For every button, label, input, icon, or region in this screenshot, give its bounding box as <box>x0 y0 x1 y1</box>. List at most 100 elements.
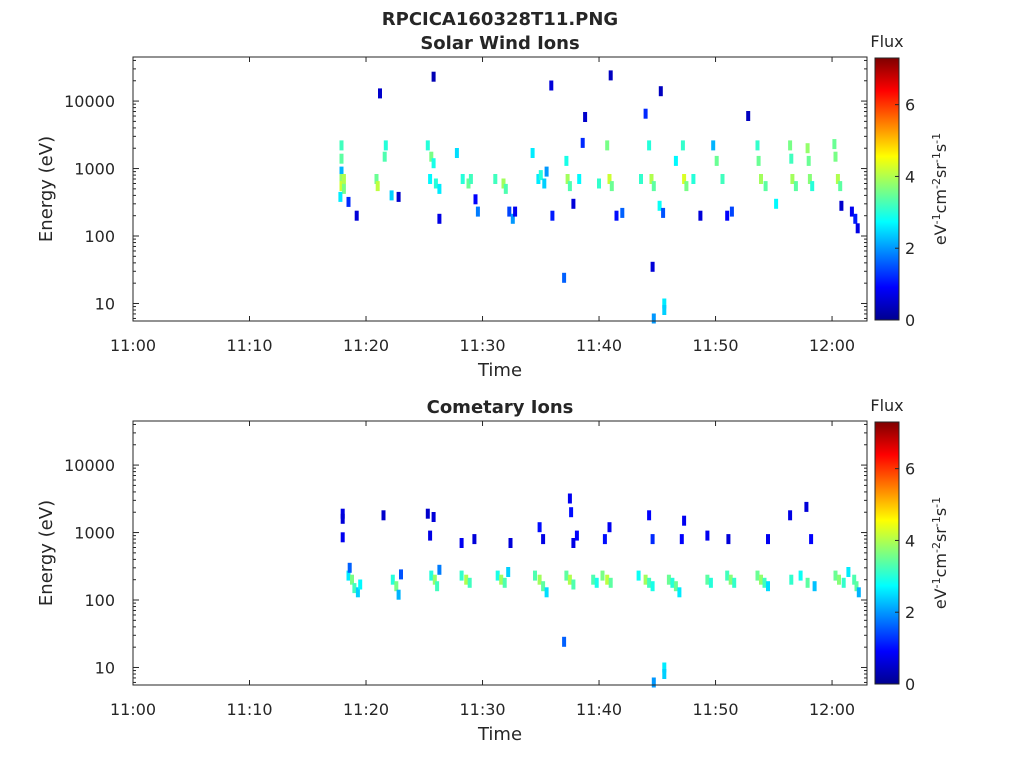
heatmap-cell <box>755 570 760 581</box>
heatmap-cell <box>608 577 613 588</box>
heatmap-cell <box>460 174 465 184</box>
heatmap-cell <box>508 538 513 548</box>
heatmap-cell <box>812 581 817 592</box>
heatmap-cell <box>849 206 854 217</box>
heatmap-cell <box>346 570 351 581</box>
figure-title: RPCICA160328T11.PNG <box>382 9 618 30</box>
heatmap-cell <box>856 587 861 598</box>
heatmap-cell <box>354 210 359 221</box>
heatmap-cell <box>673 155 678 166</box>
heatmap-cell <box>530 148 535 158</box>
heatmap-cell <box>431 71 436 82</box>
x-tick-label: 11:10 <box>226 336 272 355</box>
heatmap-cell <box>577 174 582 184</box>
heatmap-cell <box>502 577 507 588</box>
heatmap-cell <box>746 111 751 121</box>
heatmap-cell <box>580 137 585 148</box>
heatmap-cell <box>346 196 351 207</box>
heatmap-cell <box>375 181 380 192</box>
heatmap-cell <box>567 574 572 585</box>
heatmap-cell <box>347 562 352 573</box>
heatmap-cell <box>726 534 731 545</box>
heatmap-cell <box>583 112 588 122</box>
colorbar-title: Flux <box>870 32 903 51</box>
heatmap-cell <box>466 178 471 189</box>
y-tick-label: 1000 <box>74 524 115 543</box>
y-axis-label: Energy (eV) <box>36 500 57 606</box>
heatmap-cell <box>650 261 655 272</box>
heatmap-cell <box>846 567 851 577</box>
heatmap-cell <box>855 223 860 234</box>
heatmap-cell <box>651 313 656 324</box>
heatmap-cell <box>651 181 656 192</box>
heatmap-cell <box>673 581 678 592</box>
y-tick-label: 100 <box>84 227 115 246</box>
heatmap-cell <box>567 493 572 504</box>
heatmap-cell <box>510 213 515 224</box>
heatmap-cell <box>658 86 663 97</box>
heatmap-cell <box>597 178 601 189</box>
colorbar-unit: eV-1cm-2sr-1s-1 <box>930 497 950 609</box>
heatmap-cell <box>833 151 838 162</box>
heatmap-cell <box>647 140 652 151</box>
colorbar-title: Flux <box>870 396 903 415</box>
heatmap-cell <box>425 140 430 151</box>
heatmap-cell <box>507 206 512 217</box>
heatmap-cell <box>788 510 793 521</box>
panel-title: Cometary Ions <box>427 397 574 418</box>
colorbar-tick-label: 2 <box>905 603 915 622</box>
heatmap-cell <box>662 662 667 673</box>
heatmap-cell <box>569 507 574 518</box>
heatmap-cell <box>571 198 576 209</box>
x-axis: 11:00 11:10 11:20 11:30 11:40 11:50 12:00 <box>110 421 855 719</box>
heatmap-cell <box>839 200 844 211</box>
heatmap-cell <box>691 174 696 184</box>
heatmap-cell <box>433 178 438 189</box>
heatmap-cell <box>378 88 382 99</box>
heatmap-cell <box>725 570 730 581</box>
heatmap-cell <box>756 155 761 166</box>
x-axis: 11:00 11:10 11:20 11:30 11:40 11:50 12:00 <box>110 57 855 355</box>
heatmap-cell <box>355 587 360 598</box>
heatmap-cell <box>682 174 687 184</box>
x-tick-label: 11:40 <box>576 336 622 355</box>
heatmap-cell <box>806 155 811 166</box>
heatmap-cell <box>437 183 442 194</box>
heatmap-cell <box>431 512 436 522</box>
heatmap-cell <box>499 574 504 585</box>
heatmap-cells <box>338 70 860 324</box>
heatmap-cell <box>468 174 473 184</box>
x-tick-label: 11:50 <box>692 336 738 355</box>
heatmap-cell <box>714 155 719 166</box>
heatmap-cell <box>680 140 685 151</box>
heatmap-cell <box>431 158 436 169</box>
heatmap-cell <box>396 191 401 202</box>
solar-wind-panel: Solar Wind Ions 11:00 11:10 11:20 11:30 11:4… <box>36 32 950 381</box>
heatmap-cell <box>472 534 477 545</box>
plot-frame <box>132 420 868 686</box>
heatmap-cell <box>437 564 442 575</box>
heatmap-cell <box>636 570 641 581</box>
heatmap-cell <box>759 574 763 585</box>
heatmap-cell <box>435 581 440 592</box>
y-axis-label: Energy (eV) <box>36 136 57 242</box>
heatmap-cell <box>607 174 612 184</box>
heatmap-cell <box>459 570 464 581</box>
heatmap-cell <box>853 213 858 224</box>
heatmap-cell <box>571 538 576 548</box>
heatmap-cell <box>467 577 472 588</box>
heatmap-cell <box>389 190 394 201</box>
heatmap-cell <box>763 181 768 192</box>
heatmap-cell <box>549 80 554 91</box>
heatmap-cell <box>501 178 506 189</box>
x-tick-label: 11:50 <box>692 700 738 719</box>
heatmap-cell <box>804 501 809 512</box>
heatmap-cell <box>793 181 798 192</box>
heatmap-cell <box>650 534 655 545</box>
heatmap-cell <box>620 207 625 218</box>
heatmap-cell <box>670 577 675 588</box>
heatmap-cell <box>835 174 840 184</box>
heatmap-cell <box>374 174 379 184</box>
heatmap-cell <box>788 140 793 151</box>
heatmap-cell <box>571 579 576 590</box>
